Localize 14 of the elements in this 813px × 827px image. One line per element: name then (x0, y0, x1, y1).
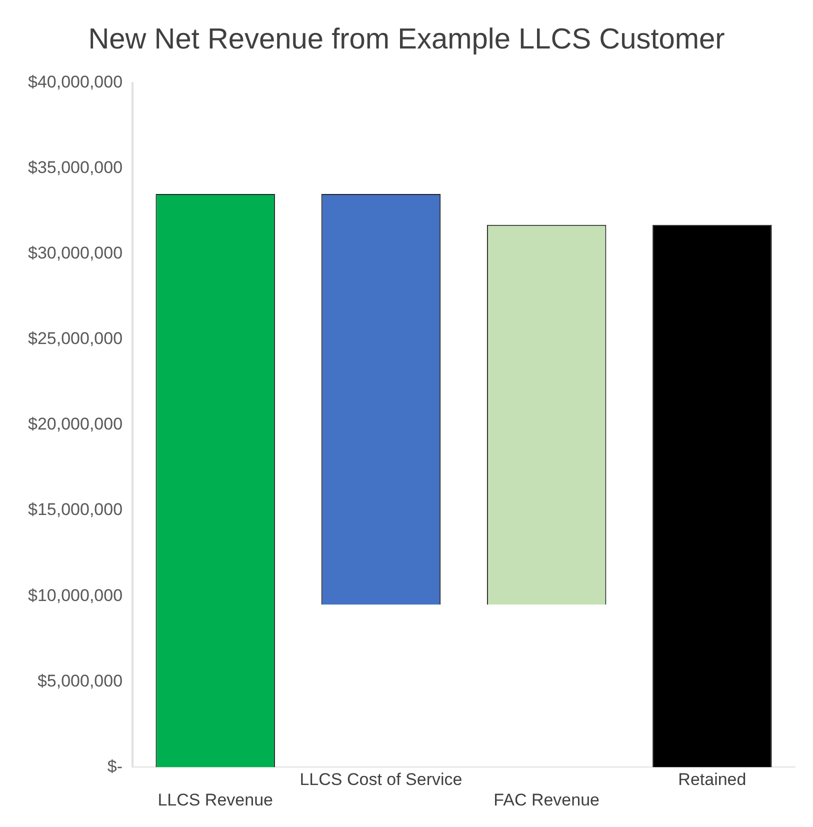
y-tick-label: $30,000,000 (28, 244, 123, 263)
x-tick-label: LLCS Cost of Service (300, 770, 462, 790)
y-tick-label: $20,000,000 (28, 414, 123, 434)
y-tick-label: $15,000,000 (28, 500, 123, 520)
y-tick-label: $35,000,000 (28, 158, 123, 178)
y-tick-label: $25,000,000 (28, 329, 123, 348)
x-tick-label: LLCS Revenue (158, 790, 273, 810)
y-tick-label: $- (107, 756, 123, 776)
y-tick-label: $5,000,000 (37, 671, 123, 690)
y-tick-label: $40,000,000 (28, 72, 123, 92)
y-tick-label: $10,000,000 (28, 586, 123, 605)
chart-title: New Net Revenue from Example LLCS Customer (88, 23, 726, 56)
x-tick-label: FAC Revenue (494, 790, 600, 810)
x-tick-label: Retained (678, 770, 746, 790)
